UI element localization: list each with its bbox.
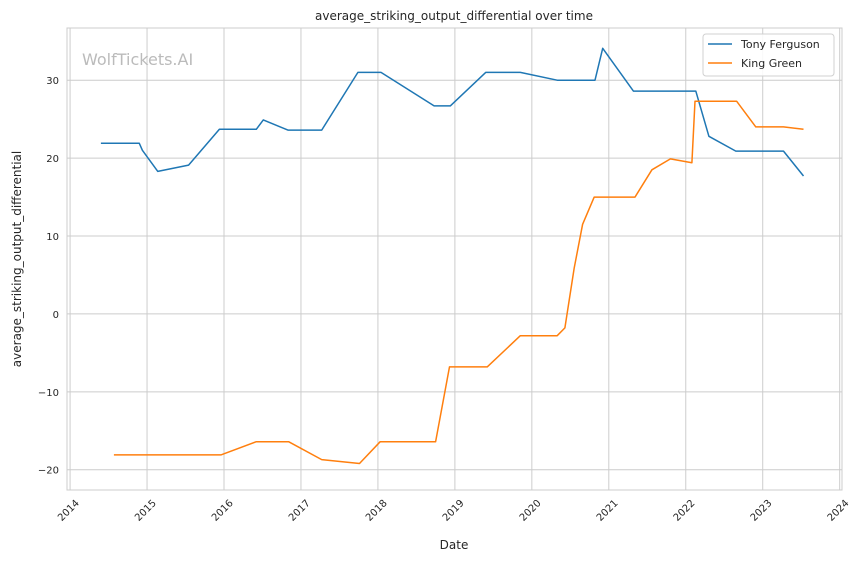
y-tick-label: 0	[53, 310, 59, 321]
series-lines	[100, 47, 805, 465]
x-tick-label: 2019	[441, 498, 467, 524]
x-tick-label: 2018	[364, 498, 390, 524]
x-axis-label: Date	[440, 538, 469, 552]
x-tick-label: 2014	[56, 498, 82, 524]
watermark: WolfTickets.AI	[82, 50, 193, 69]
y-tick-label: 20	[46, 154, 59, 165]
chart-title: average_striking_output_differential ove…	[315, 9, 593, 23]
grid	[67, 28, 842, 490]
series-line-tony-ferguson	[100, 47, 805, 177]
x-tick-label: 2015	[133, 498, 159, 524]
x-tick-label: 2024	[826, 498, 852, 524]
legend-label: King Green	[741, 57, 802, 70]
y-tick-label: 10	[46, 232, 59, 243]
y-axis-ticks: −20 −10 0 10 20 30	[38, 76, 59, 477]
y-tick-label: −10	[38, 388, 59, 399]
x-tick-label: 2023	[749, 498, 775, 524]
series-line-king-green	[113, 100, 804, 465]
x-tick-label: 2017	[287, 498, 313, 524]
x-axis-ticks: 2014 2015 2016 2017 2018 2019 2020 2021 2022 2023…	[56, 498, 851, 524]
x-tick-label: 2022	[672, 498, 698, 524]
x-tick-label: 2020	[518, 498, 544, 524]
legend-box	[702, 33, 835, 77]
legend-label: Tony Ferguson	[740, 38, 820, 51]
x-tick-label: 2016	[210, 498, 236, 524]
y-axis-label: average_striking_output_differential	[10, 151, 24, 367]
x-tick-label: 2021	[595, 498, 621, 524]
legend: Tony Ferguson King Green	[702, 33, 835, 77]
y-tick-label: 30	[46, 76, 59, 87]
y-tick-label: −20	[38, 466, 59, 477]
